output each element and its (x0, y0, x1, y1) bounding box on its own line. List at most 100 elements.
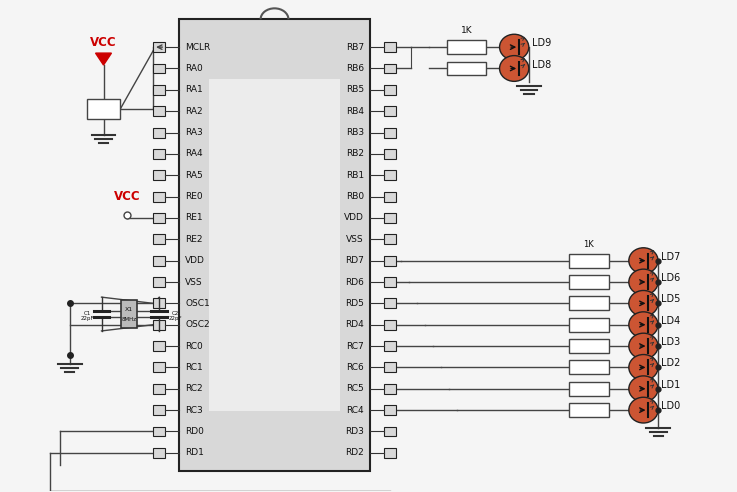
Bar (209, 79, 340, 411)
Ellipse shape (629, 290, 658, 316)
Bar (569, 254, 609, 268)
Text: LD2: LD2 (661, 359, 681, 369)
Text: RE1: RE1 (185, 214, 203, 222)
Text: VCC: VCC (114, 190, 141, 203)
Bar (153, 234, 165, 244)
Ellipse shape (629, 248, 658, 274)
Bar (384, 341, 396, 351)
Bar (447, 62, 486, 75)
Bar (384, 277, 396, 287)
Text: RC0: RC0 (185, 341, 203, 351)
Bar (153, 85, 165, 95)
Text: RB5: RB5 (346, 85, 364, 94)
Bar (384, 234, 396, 244)
Bar (153, 298, 165, 308)
Bar (384, 106, 396, 116)
Bar (87, 99, 120, 119)
Text: VSS: VSS (346, 235, 364, 244)
Bar (153, 127, 165, 137)
Text: 1K: 1K (584, 346, 594, 356)
Text: RC5: RC5 (346, 384, 364, 393)
Bar (384, 320, 396, 330)
Bar (153, 427, 165, 436)
Text: LD9: LD9 (532, 38, 551, 48)
Text: RA2: RA2 (185, 107, 203, 116)
Text: RB6: RB6 (346, 64, 364, 73)
Text: C2
22pF: C2 22pF (168, 310, 182, 321)
Text: RD2: RD2 (345, 448, 364, 458)
Text: LD7: LD7 (661, 252, 681, 262)
Text: LD1: LD1 (661, 380, 680, 390)
Text: RD1: RD1 (185, 448, 204, 458)
Text: VCC: VCC (90, 36, 117, 49)
Text: RB7: RB7 (346, 43, 364, 52)
Text: 1K: 1K (584, 304, 594, 313)
Text: LD3: LD3 (661, 337, 680, 347)
Text: RA1: RA1 (185, 85, 203, 94)
Polygon shape (96, 53, 111, 65)
Ellipse shape (629, 333, 658, 359)
Text: LD0: LD0 (661, 401, 680, 411)
Text: RB4: RB4 (346, 107, 364, 116)
Text: RA5: RA5 (185, 171, 203, 180)
Text: 1K: 1K (584, 282, 594, 291)
Text: RD0: RD0 (185, 427, 204, 436)
Text: LD5: LD5 (661, 294, 681, 305)
Ellipse shape (629, 376, 658, 401)
Text: 1K: 1K (584, 389, 594, 398)
Text: RC7: RC7 (346, 341, 364, 351)
Bar (384, 42, 396, 52)
Text: RC2: RC2 (185, 384, 203, 393)
Text: RD5: RD5 (345, 299, 364, 308)
Text: RA4: RA4 (185, 150, 203, 158)
Text: LD6: LD6 (661, 273, 680, 283)
Bar (153, 170, 165, 180)
Text: RC6: RC6 (346, 363, 364, 372)
Bar (153, 405, 165, 415)
Text: RB0: RB0 (346, 192, 364, 201)
Bar (153, 320, 165, 330)
Text: OSC1: OSC1 (185, 299, 210, 308)
Bar (153, 448, 165, 458)
Text: 1K: 1K (584, 325, 594, 334)
Bar (384, 170, 396, 180)
Bar (153, 384, 165, 394)
Text: 1K: 1K (584, 261, 594, 270)
Text: 1K: 1K (461, 26, 472, 35)
Bar (384, 427, 396, 436)
Bar (384, 127, 396, 137)
Ellipse shape (629, 397, 658, 423)
Bar (153, 213, 165, 223)
Text: X1: X1 (125, 307, 133, 311)
Bar (153, 63, 165, 73)
Bar (384, 405, 396, 415)
Bar (153, 106, 165, 116)
Bar (569, 382, 609, 396)
Bar (153, 277, 165, 287)
Ellipse shape (500, 34, 528, 60)
Bar (384, 149, 396, 159)
Bar (569, 339, 609, 353)
Bar (384, 213, 396, 223)
Bar (384, 298, 396, 308)
Text: LD8: LD8 (532, 60, 551, 69)
Bar (153, 149, 165, 159)
Text: 8MHz: 8MHz (122, 316, 137, 321)
Ellipse shape (629, 312, 658, 338)
Text: LD4: LD4 (661, 316, 680, 326)
Text: C1
22pF: C1 22pF (81, 310, 94, 321)
Bar (569, 296, 609, 310)
Text: RC4: RC4 (346, 405, 364, 415)
Text: RD4: RD4 (345, 320, 364, 329)
Bar (569, 275, 609, 289)
Text: RD6: RD6 (345, 277, 364, 286)
Bar (384, 85, 396, 95)
Bar (153, 256, 165, 266)
Text: OSC2: OSC2 (185, 320, 209, 329)
Ellipse shape (629, 355, 658, 380)
Ellipse shape (629, 269, 658, 295)
Text: MCLR: MCLR (185, 43, 210, 52)
Bar (179, 19, 370, 471)
Bar (569, 361, 609, 374)
Text: RB3: RB3 (346, 128, 364, 137)
